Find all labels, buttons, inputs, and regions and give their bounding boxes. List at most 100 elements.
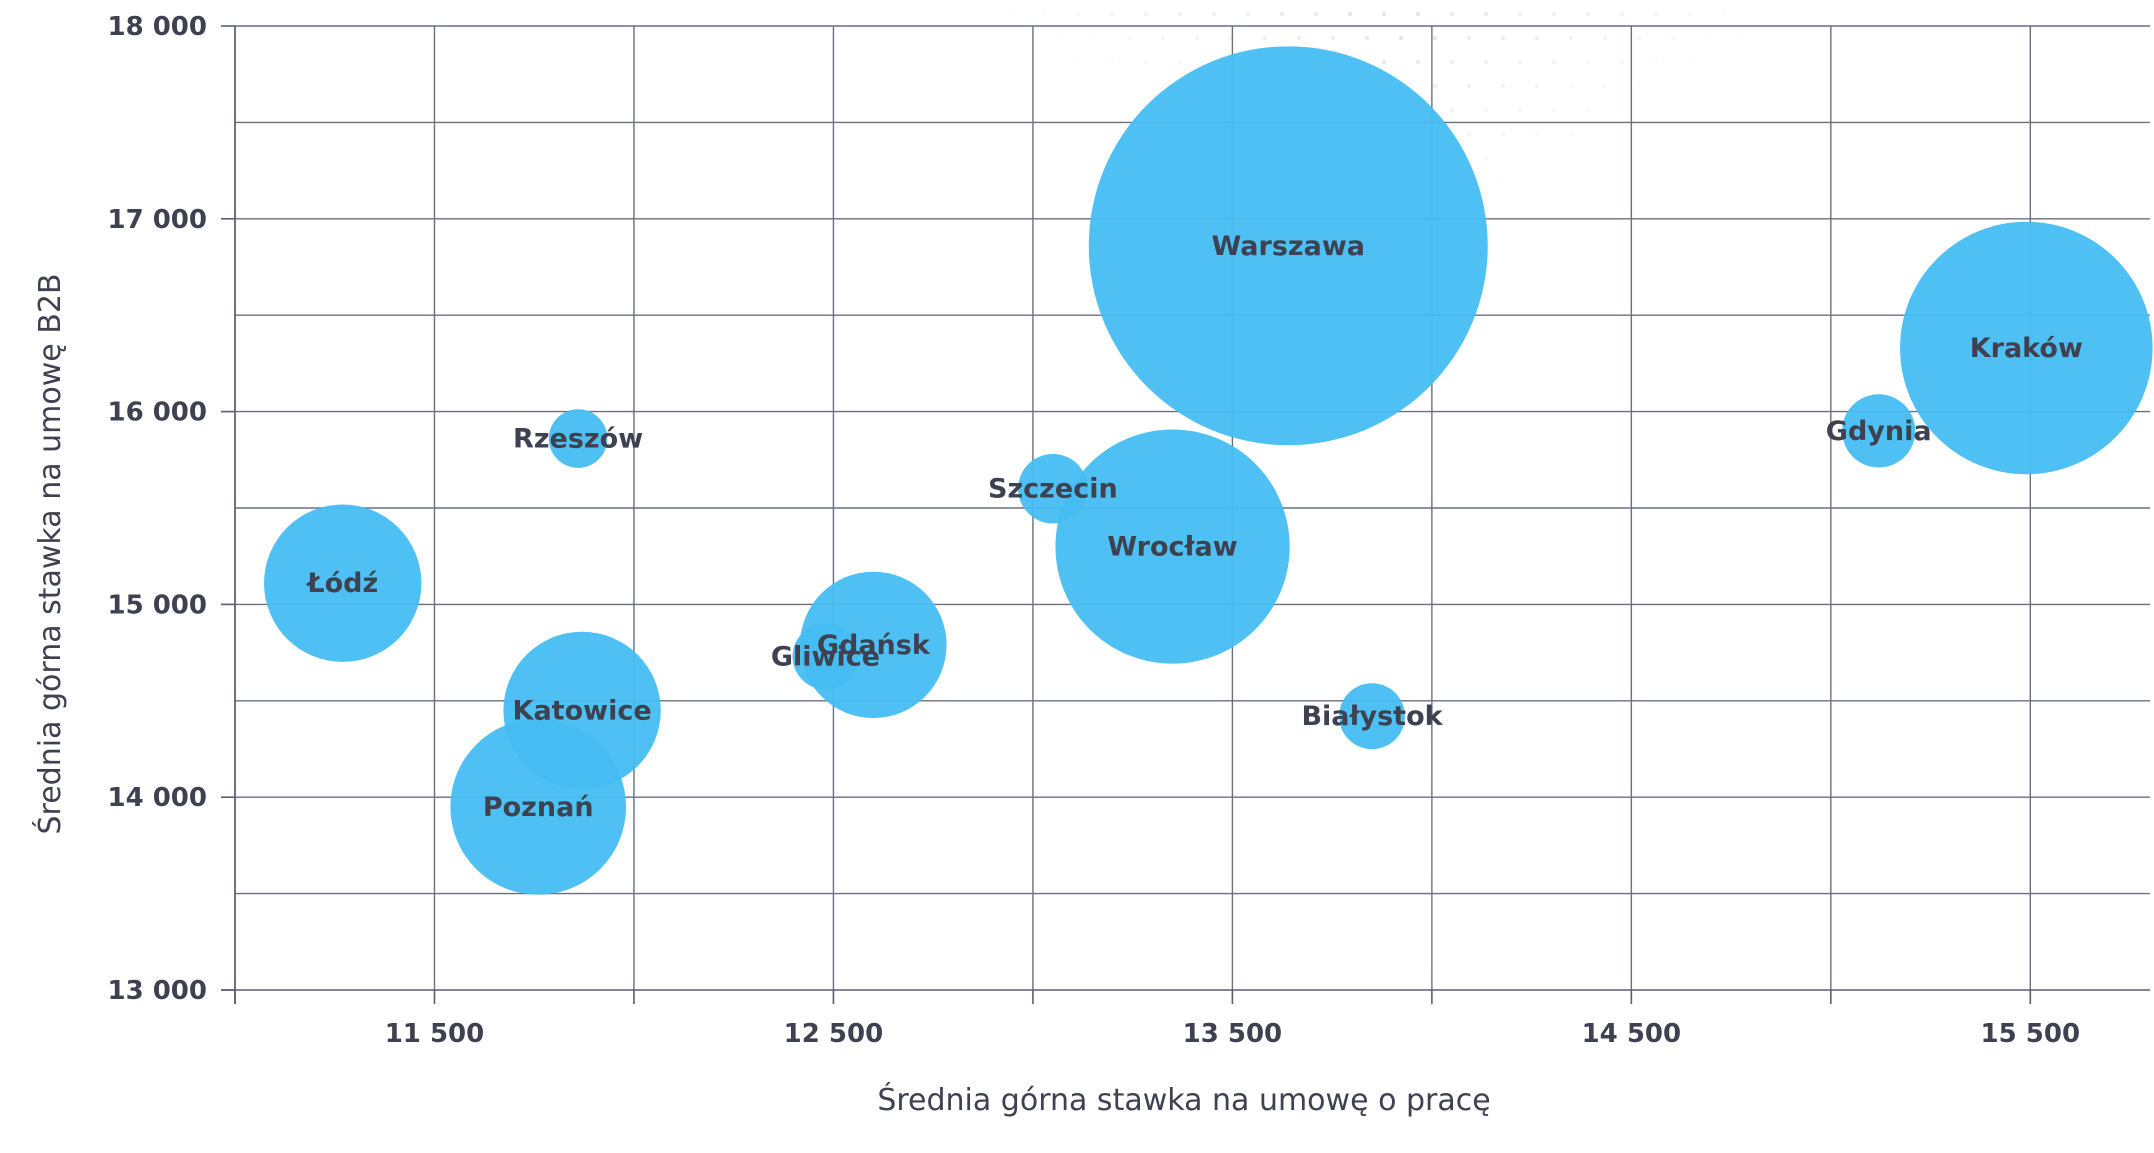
x-tick-label: 13 500: [1183, 1019, 1283, 1049]
background-dot: [1075, 11, 1081, 17]
bubble-label: Wrocław: [1107, 532, 1237, 563]
background-dot: [1585, 11, 1591, 17]
bubble[interactable]: [1055, 429, 1290, 664]
background-dot: [1517, 59, 1523, 65]
background-dot: [1160, 83, 1166, 89]
background-dot: [1619, 59, 1625, 65]
background-dot: [1381, 59, 1387, 65]
bubble-label: Kraków: [1970, 333, 2083, 364]
bubble[interactable]: [800, 571, 947, 719]
background-dot: [1143, 59, 1149, 65]
background-dot: [1636, 35, 1642, 41]
background-dot: [1517, 11, 1523, 17]
background-dot: [1466, 83, 1472, 89]
bubble-label: Katowice: [513, 695, 652, 726]
background-dot: [1177, 59, 1183, 65]
bubble-label: Łódź: [305, 568, 378, 599]
background-dot: [1330, 35, 1336, 41]
background-dot: [1432, 83, 1438, 89]
background-dot: [1670, 35, 1676, 41]
background-dot: [1432, 35, 1438, 41]
background-dot: [1653, 11, 1659, 17]
x-tick-label: 15 500: [1981, 1019, 2081, 1049]
background-dot: [1568, 35, 1574, 41]
y-tick-label: 17 000: [107, 205, 207, 235]
background-dot: [1568, 83, 1574, 89]
background-dot: [1058, 35, 1064, 41]
background-dot: [1211, 11, 1217, 17]
background-dot: [1534, 131, 1540, 137]
bubble[interactable]: [548, 409, 608, 468]
bubble-label: Szczecin: [988, 474, 1118, 505]
bubble[interactable]: [1339, 683, 1405, 750]
bubble-label: Poznań: [483, 792, 594, 823]
background-dot: [1721, 11, 1727, 17]
background-dot: [1126, 35, 1132, 41]
background-dot: [1245, 11, 1251, 17]
y-tick-label: 16 000: [107, 398, 207, 428]
background-dot: [1075, 59, 1081, 65]
bubble[interactable]: [1088, 46, 1488, 446]
background-dot: [1500, 131, 1506, 137]
background-dot: [1160, 35, 1166, 41]
background-dot: [1109, 11, 1115, 17]
background-dot: [1177, 11, 1183, 17]
background-dot: [1500, 83, 1506, 89]
background-dot: [1534, 83, 1540, 89]
background-dot: [1483, 107, 1489, 113]
background-dot: [1194, 35, 1200, 41]
background-dot: [1279, 11, 1285, 17]
background-dot: [1687, 59, 1693, 65]
bubble[interactable]: [1842, 394, 1916, 468]
y-tick-label: 18 000: [107, 12, 207, 42]
x-tick-label: 14 500: [1582, 1019, 1682, 1049]
background-dot: [1449, 11, 1455, 17]
background-dot: [1483, 155, 1489, 161]
background-dot: [1381, 11, 1387, 17]
bubble-label: Gliwice: [771, 641, 880, 672]
background-dot: [1483, 11, 1489, 17]
y-tick-label: 15 000: [107, 590, 207, 620]
background-dot: [1364, 35, 1370, 41]
background-dot: [1636, 83, 1642, 89]
background-dot: [1449, 59, 1455, 65]
background-dot: [1109, 59, 1115, 65]
background-dot: [1670, 83, 1676, 89]
background-dot: [1313, 11, 1319, 17]
x-tick-label: 11 500: [385, 1019, 485, 1049]
background-dot: [1296, 35, 1302, 41]
background-dot: [1415, 11, 1421, 17]
background-dot: [1092, 35, 1098, 41]
x-axis-title: Średnia górna stawka na umowę o pracę: [877, 1081, 1490, 1118]
bubble[interactable]: [450, 719, 627, 895]
background-dot: [1534, 35, 1540, 41]
bubble-label: Białystok: [1301, 701, 1443, 732]
bubble[interactable]: [1900, 221, 2153, 475]
background-dot: [1449, 107, 1455, 113]
background-dot: [1619, 107, 1625, 113]
background-dot: [1687, 11, 1693, 17]
background-dot: [1500, 35, 1506, 41]
background-dot: [1738, 35, 1744, 41]
background-dot: [1500, 179, 1506, 185]
background-dot: [1619, 11, 1625, 17]
background-dot: [1602, 83, 1608, 89]
bubble-label: Gdynia: [1826, 416, 1932, 447]
axes: 13 000 14 000 15 000 16 000 17 000 18 000 11 5…: [107, 12, 2150, 1049]
x-tick-label: 12 500: [784, 1019, 884, 1049]
background-dot: [1347, 11, 1353, 17]
background-dot: [1041, 11, 1047, 17]
background-dot: [1466, 131, 1472, 137]
background-dot: [1126, 83, 1132, 89]
background-dot: [1585, 59, 1591, 65]
background-dot: [1602, 131, 1608, 137]
y-tick-label: 14 000: [107, 783, 207, 813]
background-dot: [1483, 59, 1489, 65]
background-dot: [1602, 35, 1608, 41]
background-dot: [1262, 35, 1268, 41]
background-dot: [1415, 59, 1421, 65]
bubble-label: Warszawa: [1211, 231, 1365, 262]
bubble[interactable]: [264, 504, 422, 662]
